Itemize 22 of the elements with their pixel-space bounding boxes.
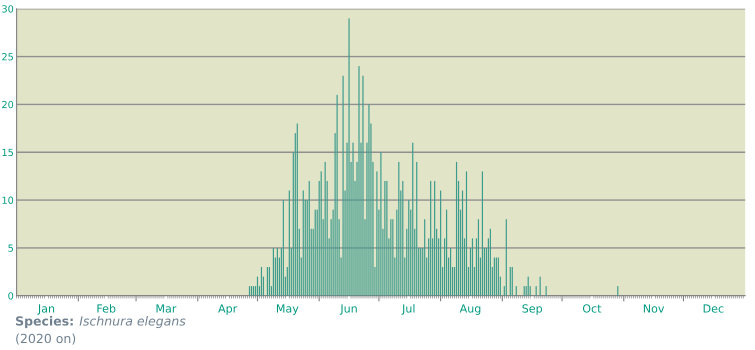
x-tick-label: Feb [97,304,116,313]
text: Ischnura elegans [80,316,186,328]
x-tick-label: Dec [704,304,724,313]
x-tick-label: Oct [582,304,602,313]
x-tick-label: Jan [37,304,54,315]
y-tick-label: 15 [2,148,13,156]
x-tick-label: Mar [156,304,176,313]
x-tick-label: Jul [401,304,414,315]
y-tick-label: 10 [2,196,14,204]
x-tick-label: Sep [522,304,542,315]
x-tick-label: May [276,304,298,315]
y-tick-label: 20 [2,100,14,108]
text: (2020 on) [16,334,76,345]
x-tick-label: Aug [460,304,480,315]
y-tick-label: 25 [2,53,13,60]
text: Species: [16,316,73,328]
y-tick-label: 30 [2,5,14,13]
x-tick-label: Apr [218,304,238,315]
x-tick-label: Jun [340,304,357,315]
y-tick-label: 0 [8,292,14,300]
x-tick-label: Nov [644,304,664,313]
y-tick-label: 5 [8,244,13,252]
